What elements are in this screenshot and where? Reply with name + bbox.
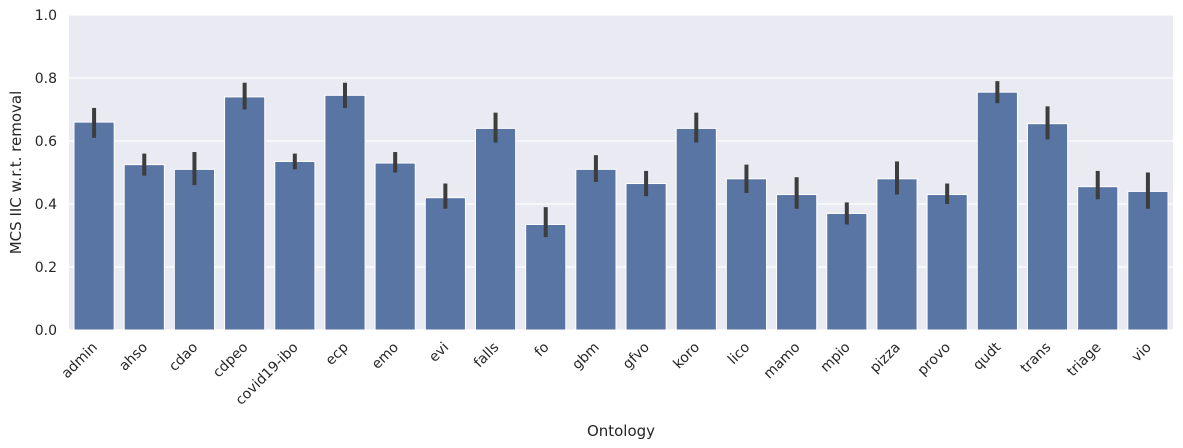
x-tick-label: falls <box>471 340 503 372</box>
x-tick-label: gbm <box>569 340 603 374</box>
x-tick-label: gfvo <box>620 340 653 373</box>
bar-provo <box>926 194 968 331</box>
x-tick-label: vio <box>1129 340 1155 366</box>
x-tick-label: ecp <box>323 339 352 368</box>
x-tick-label: triage <box>1064 340 1104 380</box>
x-tick-label: cdpeo <box>210 340 251 381</box>
x-tick-label: admin <box>59 340 101 382</box>
bar-evi <box>424 197 466 331</box>
x-tick-label: evi <box>426 340 452 366</box>
x-tick-label: trans <box>1018 340 1055 377</box>
x-tick-label: cdao <box>166 340 201 375</box>
bar-qudt <box>976 91 1018 331</box>
x-tick-label: emo <box>369 340 402 373</box>
y-axis-label: MCS IIC w.r.t. removal <box>7 91 25 255</box>
x-tick-label: qudt <box>970 339 1004 373</box>
y-tick-label: 0.6 <box>35 134 57 150</box>
bar-falls <box>474 127 517 331</box>
bar-fo <box>525 223 567 331</box>
x-tick-label: fo <box>532 340 553 361</box>
x-tick-label: pizza <box>867 340 904 377</box>
y-tick-label: 0.0 <box>35 323 57 339</box>
bar-mamo <box>776 194 818 331</box>
x-tick-label: mpio <box>818 340 854 376</box>
bar-covid19-ibo <box>274 160 316 331</box>
bar-gfvo <box>625 183 667 331</box>
bar-lico <box>725 178 768 331</box>
error-bars <box>92 81 1150 238</box>
bar-triage <box>1077 186 1119 331</box>
x-tick-label: ahso <box>116 340 151 375</box>
bar-gbm <box>575 168 617 331</box>
bar-emo <box>374 162 416 331</box>
bar-cdao <box>173 168 216 331</box>
bar-ecp <box>324 94 366 331</box>
x-axis-label: Ontology <box>587 422 655 440</box>
y-tick-label: 0.8 <box>35 71 57 87</box>
bar-cdpeo <box>224 96 266 331</box>
bar-ahso <box>123 164 165 331</box>
y-tick-label: 1.0 <box>35 8 57 24</box>
bar-trans <box>1026 123 1069 331</box>
bar-koro <box>675 127 717 331</box>
x-tick-label: lico <box>725 340 753 368</box>
bar-admin <box>73 121 115 331</box>
bar-mpio <box>826 212 868 331</box>
x-tick-label: provo <box>915 340 954 379</box>
y-tick-label: 0.2 <box>35 260 57 276</box>
bar-vio <box>1127 190 1169 331</box>
x-tick-label: koro <box>670 340 703 373</box>
x-tick-label: mamo <box>761 340 804 383</box>
y-axis-ticks: 0.0 0.2 0.4 0.6 0.8 1.0 <box>35 8 57 339</box>
bar-pizza <box>876 178 918 331</box>
y-tick-label: 0.4 <box>35 197 57 213</box>
bars <box>73 91 1169 331</box>
